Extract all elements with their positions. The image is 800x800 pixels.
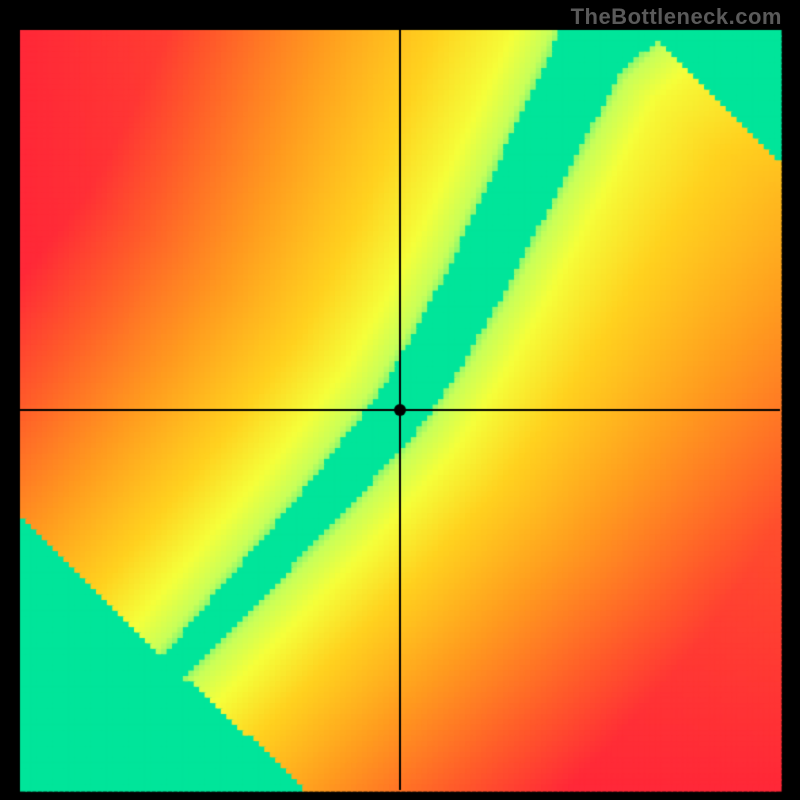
watermark-text: TheBottleneck.com [571, 4, 782, 30]
bottleneck-heatmap [0, 0, 800, 800]
